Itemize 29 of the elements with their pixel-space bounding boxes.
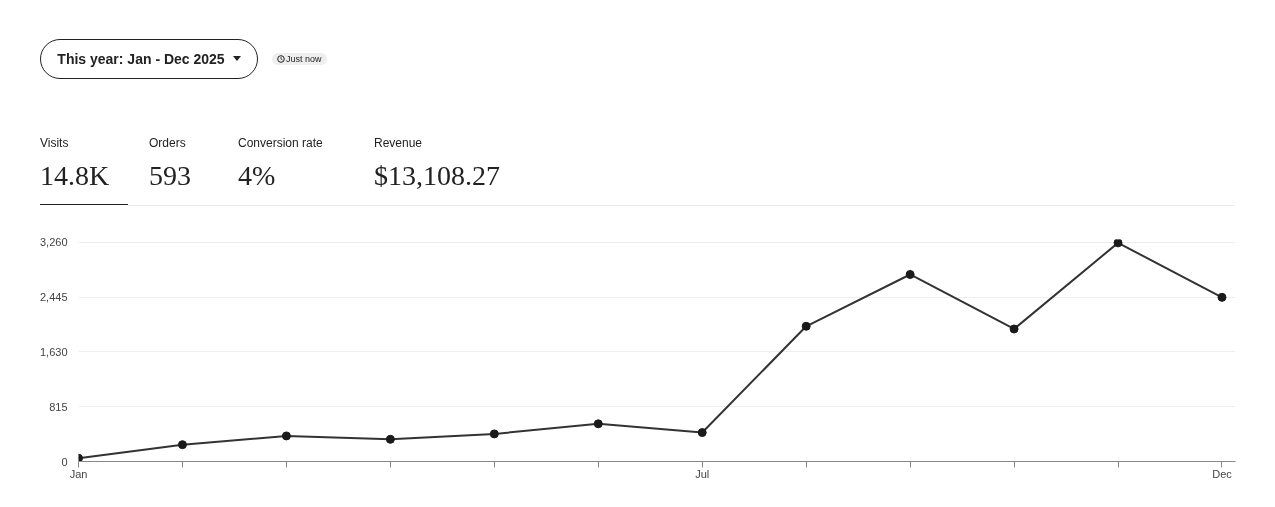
y-tick-label: 815: [49, 400, 68, 413]
point: [281, 431, 291, 441]
y-tick-label: 1,630: [39, 345, 68, 358]
point: [1113, 239, 1123, 248]
point: [905, 269, 915, 279]
point: [697, 428, 707, 438]
text: 4%: [238, 160, 276, 192]
text: Revenue: [374, 136, 423, 150]
text: Conversion rate: [238, 136, 323, 150]
chart-title: This year: Jan - Dec 2025: [40, 39, 258, 79]
point: [489, 429, 499, 439]
point: [593, 419, 603, 429]
y-tick-label: 2,445: [39, 291, 68, 304]
text: 593: [149, 160, 191, 192]
text: 14.8K: [40, 160, 110, 192]
point: [1009, 324, 1019, 334]
point: [385, 434, 395, 444]
text: Orders: [149, 136, 186, 150]
text: Visits: [40, 136, 69, 150]
y-tick-label: 3,260: [39, 236, 68, 249]
x-tick-label: Dec: [1212, 467, 1233, 480]
x-tick-label: Jan: [69, 467, 88, 480]
text: $13,108.27: [374, 160, 500, 192]
y-tick-label: 0: [61, 455, 68, 468]
point: [177, 440, 187, 450]
point: [801, 321, 811, 331]
point: [1217, 292, 1227, 302]
chart-subtitle: Just now: [272, 53, 327, 65]
x-tick-label: Jul: [695, 467, 710, 480]
